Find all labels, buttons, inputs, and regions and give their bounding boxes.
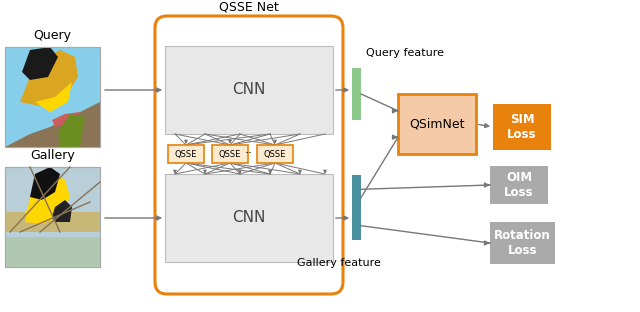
FancyBboxPatch shape: [5, 167, 100, 267]
Text: QSSE: QSSE: [219, 149, 241, 158]
Polygon shape: [52, 200, 72, 222]
Text: Gallery feature: Gallery feature: [297, 258, 381, 268]
Text: Rotation
Loss: Rotation Loss: [494, 229, 551, 257]
Text: ··: ··: [245, 148, 253, 160]
Text: CNN: CNN: [232, 82, 266, 97]
FancyBboxPatch shape: [490, 222, 555, 264]
FancyBboxPatch shape: [155, 16, 343, 294]
Polygon shape: [22, 47, 58, 80]
FancyBboxPatch shape: [352, 68, 361, 120]
Polygon shape: [30, 167, 60, 200]
FancyBboxPatch shape: [490, 166, 548, 204]
FancyBboxPatch shape: [212, 145, 248, 163]
FancyBboxPatch shape: [352, 175, 361, 240]
Text: Query: Query: [33, 29, 72, 42]
FancyBboxPatch shape: [168, 145, 204, 163]
Polygon shape: [5, 102, 100, 147]
Text: QSSE: QSSE: [264, 149, 286, 158]
Text: QSSE Net: QSSE Net: [219, 0, 279, 13]
Polygon shape: [35, 82, 72, 112]
FancyBboxPatch shape: [398, 94, 476, 154]
Polygon shape: [52, 112, 80, 127]
Text: OIM
Loss: OIM Loss: [504, 171, 534, 199]
Polygon shape: [20, 50, 78, 107]
Text: QSimNet: QSimNet: [409, 118, 465, 130]
Text: CNN: CNN: [232, 211, 266, 226]
Polygon shape: [58, 114, 85, 147]
Polygon shape: [25, 174, 70, 224]
FancyBboxPatch shape: [5, 47, 100, 147]
Polygon shape: [5, 237, 100, 267]
Text: Query feature: Query feature: [366, 48, 444, 58]
FancyBboxPatch shape: [165, 174, 333, 262]
Text: QSSE: QSSE: [175, 149, 197, 158]
FancyBboxPatch shape: [257, 145, 293, 163]
Text: Gallery: Gallery: [30, 149, 75, 162]
Text: SIM
Loss: SIM Loss: [508, 113, 537, 141]
FancyBboxPatch shape: [493, 104, 551, 150]
Polygon shape: [25, 197, 55, 222]
Polygon shape: [5, 212, 100, 232]
FancyBboxPatch shape: [165, 46, 333, 134]
